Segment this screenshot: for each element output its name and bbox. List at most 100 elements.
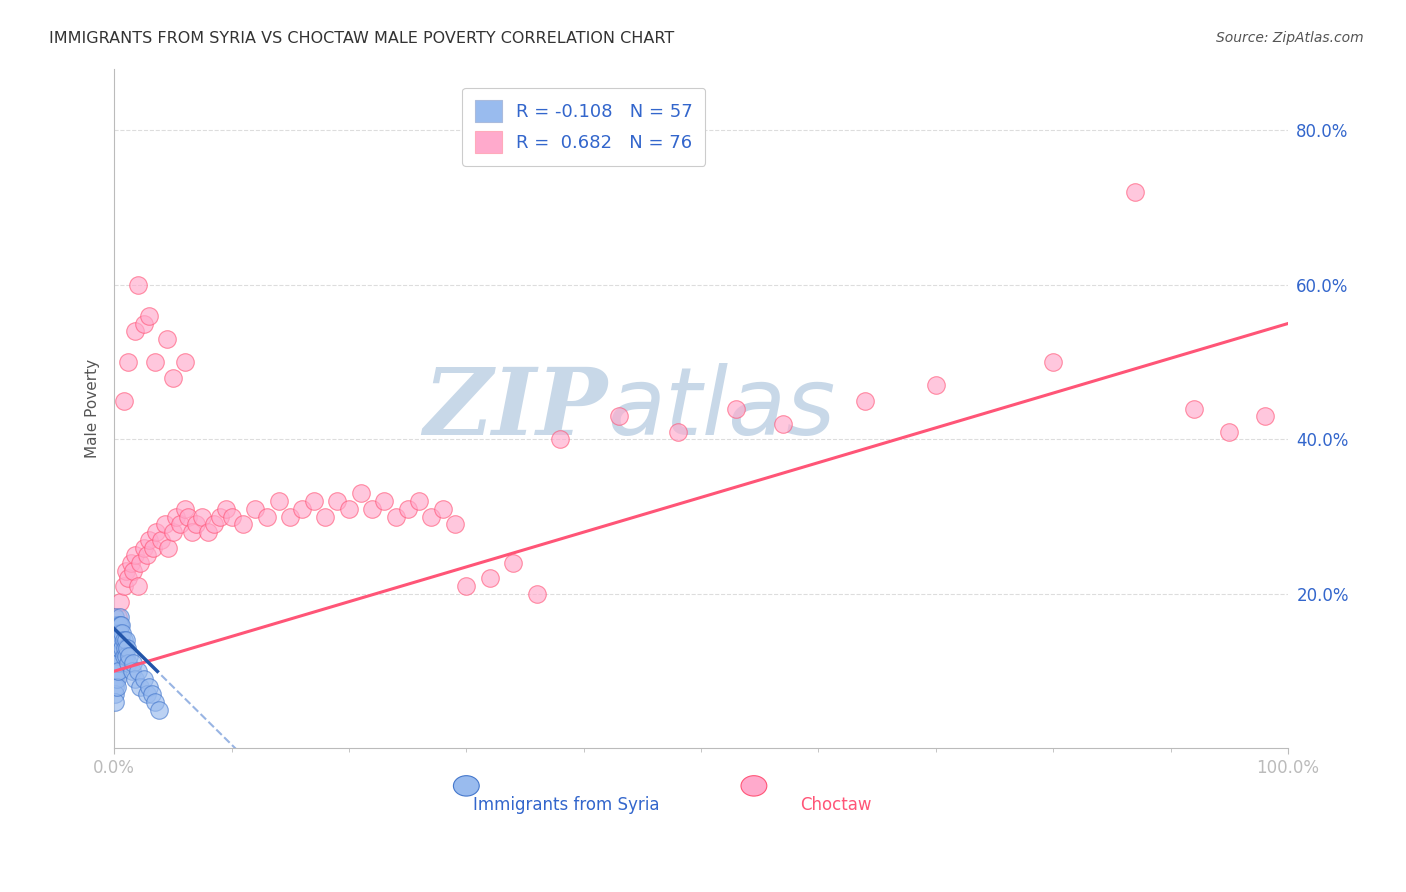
Point: [127, 579, 149, 593]
Point: [120, 556, 142, 570]
Point: [124, 324, 146, 338]
Point: [104, 687, 127, 701]
Point: [108, 625, 131, 640]
Point: [337, 502, 360, 516]
Point: [1042, 355, 1064, 369]
Point: [104, 695, 127, 709]
Point: [104, 618, 127, 632]
Point: [105, 680, 128, 694]
Point: [138, 533, 160, 547]
Point: [122, 564, 145, 578]
Point: [105, 640, 128, 655]
Point: [153, 517, 176, 532]
Point: [432, 502, 454, 516]
Point: [117, 572, 139, 586]
Point: [136, 687, 159, 701]
Point: [108, 618, 131, 632]
Point: [314, 509, 336, 524]
Point: [107, 625, 129, 640]
Point: [1218, 425, 1240, 439]
Point: [108, 610, 131, 624]
Point: [108, 633, 131, 648]
Point: [725, 401, 748, 416]
Point: [925, 378, 948, 392]
Point: [666, 425, 689, 439]
Point: [107, 664, 129, 678]
Point: [607, 409, 630, 424]
Point: [127, 664, 149, 678]
Point: [132, 317, 155, 331]
Point: [156, 332, 179, 346]
Point: [107, 648, 129, 663]
Point: [173, 502, 195, 516]
Point: [143, 355, 166, 369]
Point: [150, 533, 173, 547]
Point: [111, 640, 134, 655]
Point: [108, 618, 131, 632]
Point: [142, 541, 165, 555]
Point: [408, 494, 430, 508]
Text: Immigrants from Syria: Immigrants from Syria: [472, 796, 659, 814]
Point: [107, 640, 129, 655]
Point: [112, 393, 135, 408]
Point: [104, 657, 127, 671]
Point: [132, 672, 155, 686]
Point: [104, 610, 127, 624]
Point: [350, 486, 373, 500]
Point: [117, 657, 139, 671]
Point: [197, 525, 219, 540]
Point: [302, 494, 325, 508]
Point: [115, 633, 138, 648]
Point: [180, 525, 202, 540]
Point: [104, 672, 127, 686]
Point: [1182, 401, 1205, 416]
Point: [162, 525, 184, 540]
Point: [1253, 409, 1275, 424]
Point: [291, 502, 314, 516]
Point: [132, 541, 155, 555]
Point: [208, 509, 231, 524]
Point: [232, 517, 254, 532]
Point: [443, 517, 465, 532]
Point: [107, 633, 129, 648]
Text: IMMIGRANTS FROM SYRIA VS CHOCTAW MALE POVERTY CORRELATION CHART: IMMIGRANTS FROM SYRIA VS CHOCTAW MALE PO…: [49, 31, 675, 46]
Point: [114, 640, 136, 655]
Point: [107, 610, 129, 624]
Point: [107, 657, 129, 671]
Point: [148, 703, 170, 717]
Point: [115, 640, 138, 655]
Point: [104, 625, 127, 640]
Point: [855, 393, 877, 408]
Point: [385, 509, 408, 524]
Ellipse shape: [741, 776, 766, 796]
Point: [105, 648, 128, 663]
Point: [105, 618, 128, 632]
Point: [361, 502, 384, 516]
Point: [124, 549, 146, 563]
Point: [420, 509, 443, 524]
Point: [145, 525, 167, 540]
Text: Choctaw: Choctaw: [800, 796, 872, 814]
Point: [111, 625, 134, 640]
Point: [202, 517, 225, 532]
Point: [129, 556, 152, 570]
Text: atlas: atlas: [607, 363, 835, 454]
Point: [105, 657, 128, 671]
Point: [502, 556, 524, 570]
Point: [112, 648, 135, 663]
Point: [105, 625, 128, 640]
Point: [104, 640, 127, 655]
Point: [141, 687, 163, 701]
Point: [278, 509, 301, 524]
Point: [118, 648, 141, 663]
Point: [112, 579, 135, 593]
Point: [138, 309, 160, 323]
Point: [526, 587, 548, 601]
Point: [122, 657, 145, 671]
Point: [243, 502, 266, 516]
Point: [478, 572, 501, 586]
Point: [136, 549, 159, 563]
Point: [169, 517, 191, 532]
Point: [326, 494, 349, 508]
Point: [138, 680, 160, 694]
